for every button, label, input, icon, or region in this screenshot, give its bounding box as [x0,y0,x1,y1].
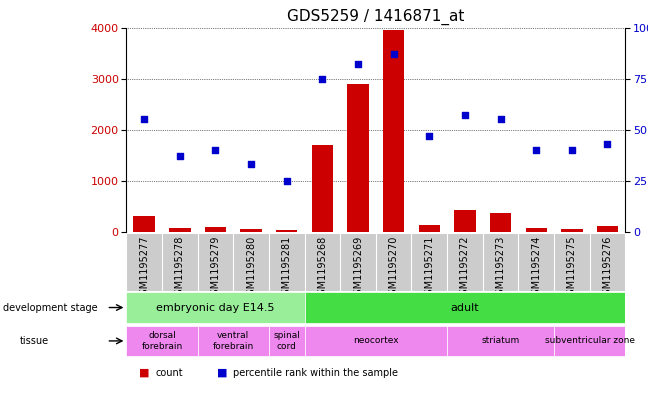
Title: GDS5259 / 1416871_at: GDS5259 / 1416871_at [287,9,465,25]
Point [388,51,399,57]
Bar [276,230,297,232]
Point [353,61,363,68]
Bar [312,145,333,232]
Point [566,147,577,153]
Text: GSM1195274: GSM1195274 [531,235,541,301]
Bar [126,292,305,323]
Point [459,112,470,119]
Bar [305,326,447,356]
Bar [169,228,191,232]
Text: ■: ■ [217,367,227,378]
Point [531,147,541,153]
Text: GSM1195280: GSM1195280 [246,235,256,301]
Text: percentile rank within the sample: percentile rank within the sample [233,367,399,378]
Text: adult: adult [450,303,480,312]
Point [139,116,149,123]
Bar [240,229,262,232]
Point [495,116,505,123]
Text: GSM1195277: GSM1195277 [139,235,149,301]
Text: ventral
forebrain: ventral forebrain [213,331,254,351]
Text: subventricular zone: subventricular zone [545,336,634,345]
Bar [554,326,625,356]
Bar [454,210,476,232]
Point [424,133,434,139]
Bar [447,326,554,356]
Text: striatum: striatum [481,336,520,345]
Bar [198,326,269,356]
Point [602,141,612,147]
Bar [133,215,155,232]
Text: GSM1195270: GSM1195270 [389,235,399,301]
Bar [205,227,226,232]
Point [281,178,292,184]
Text: neocortex: neocortex [353,336,399,345]
Text: spinal
cord: spinal cord [273,331,300,351]
Bar [126,326,198,356]
Text: GSM1195279: GSM1195279 [211,235,220,301]
Text: GSM1195268: GSM1195268 [318,235,327,301]
Bar [561,229,583,232]
Bar [347,84,369,232]
Text: GSM1195275: GSM1195275 [567,235,577,301]
Bar [526,228,547,232]
Text: GSM1195276: GSM1195276 [603,235,612,301]
Text: GSM1195281: GSM1195281 [282,235,292,301]
Text: GSM1195269: GSM1195269 [353,235,363,301]
Bar [269,326,305,356]
Text: count: count [156,367,183,378]
Text: ■: ■ [139,367,150,378]
Point [174,153,185,160]
Bar [597,226,618,232]
Point [246,161,256,167]
Bar [419,225,440,232]
Text: development stage: development stage [3,303,98,312]
Text: GSM1195273: GSM1195273 [496,235,505,301]
Text: dorsal
forebrain: dorsal forebrain [141,331,183,351]
Text: GSM1195272: GSM1195272 [460,235,470,301]
Point [317,75,327,82]
Text: GSM1195271: GSM1195271 [424,235,434,301]
Point [210,147,220,153]
Bar [383,30,404,232]
Text: GSM1195278: GSM1195278 [175,235,185,301]
Bar [305,292,625,323]
Text: embryonic day E14.5: embryonic day E14.5 [156,303,275,312]
Text: tissue: tissue [19,336,49,346]
Bar [490,213,511,232]
